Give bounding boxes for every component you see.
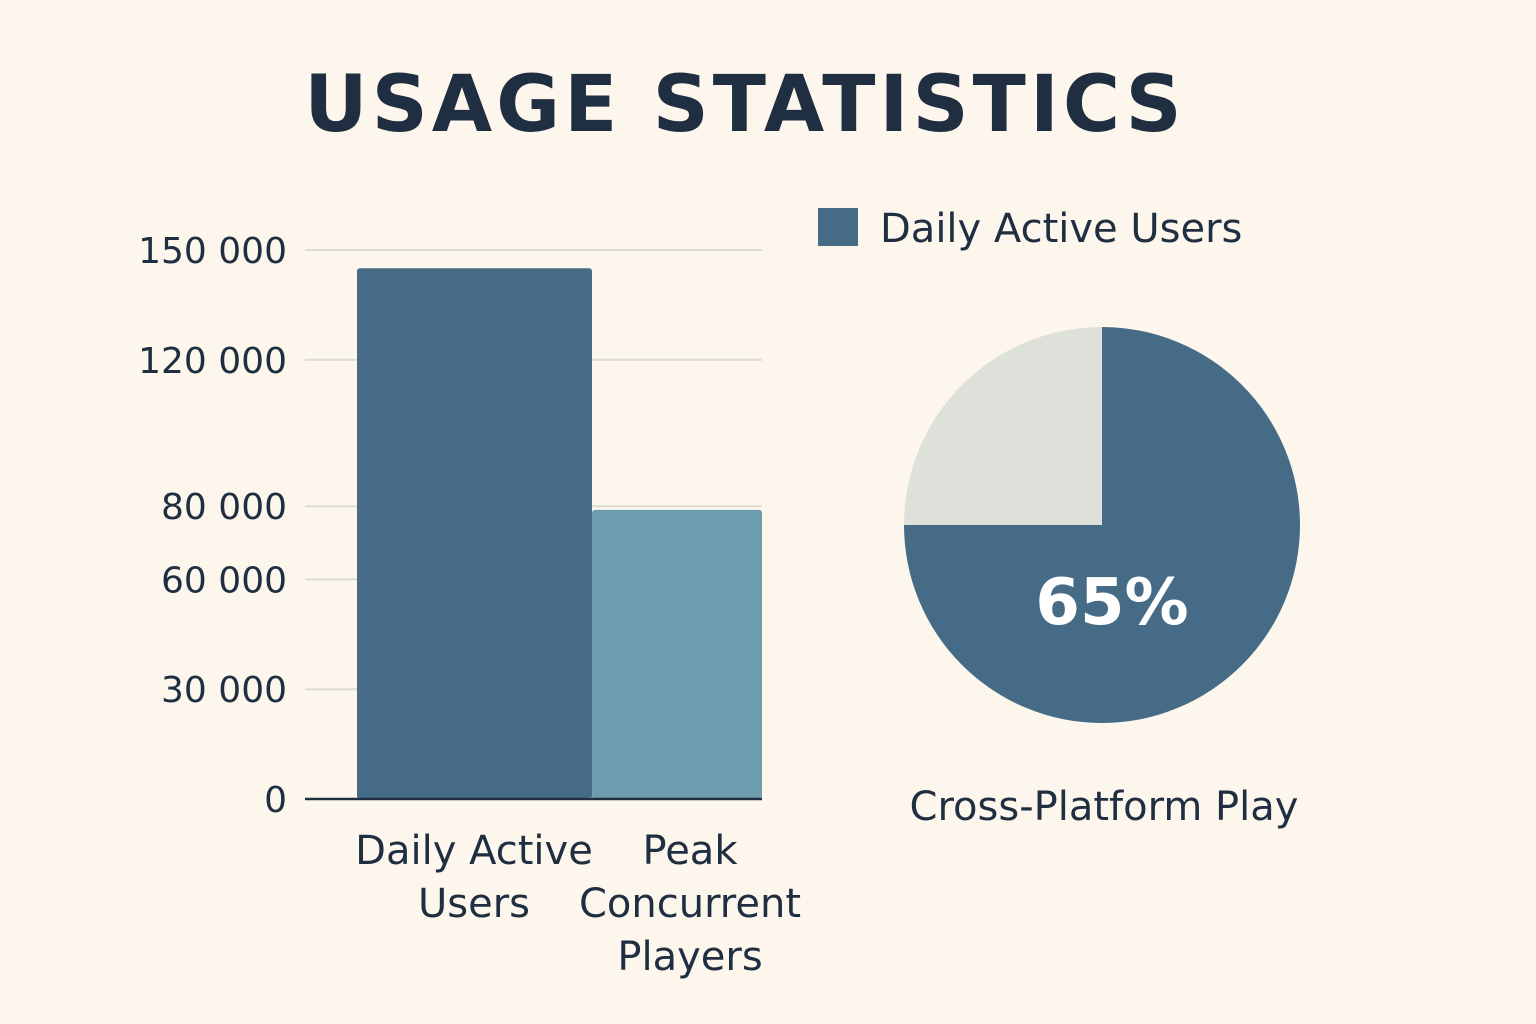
pie-slice-2 <box>904 327 1102 525</box>
x-category-label: Peak <box>643 828 739 874</box>
pie-chart-legend: Daily Active Users <box>818 206 1242 252</box>
bar-chart-y-tick-labels: 0 30 000 60 000 80 000 120 000 150 000 <box>138 231 287 821</box>
y-tick-label: 150 000 <box>138 231 287 272</box>
y-tick-label: 120 000 <box>138 341 287 382</box>
legend-swatch <box>818 208 858 246</box>
bar-2 <box>592 509 762 799</box>
bar-chart-bars <box>357 268 762 799</box>
x-category-label: Concurrent <box>579 881 801 927</box>
bar-chart-category-labels: Daily Active Users Peak Concurrent Players <box>355 828 801 980</box>
y-tick-label: 60 000 <box>161 560 287 601</box>
pie-chart-slices <box>904 327 1300 723</box>
y-tick-label: 0 <box>264 780 287 821</box>
pie-chart-caption: Cross-Platform Play <box>910 784 1299 830</box>
y-tick-label: 30 000 <box>161 670 287 711</box>
y-tick-label: 80 000 <box>161 487 287 528</box>
pie-slice-value-label: 65% <box>1035 566 1188 640</box>
bar-1 <box>357 268 592 799</box>
x-category-label: Users <box>418 881 530 927</box>
x-category-label: Daily Active <box>355 828 593 874</box>
x-category-label: Players <box>617 934 762 980</box>
page-title: USAGE STATISTICS <box>304 60 1186 150</box>
legend-label: Daily Active Users <box>880 206 1242 252</box>
